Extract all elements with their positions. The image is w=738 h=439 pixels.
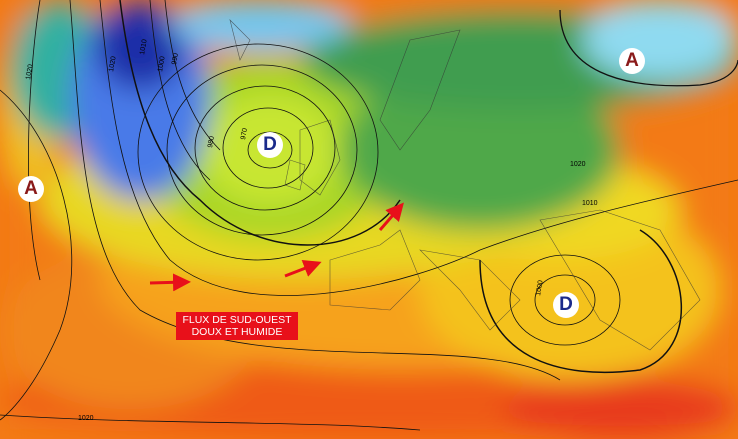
svg-text:1020: 1020 xyxy=(25,64,35,81)
high-pressure-center: A xyxy=(18,176,44,202)
svg-text:1020: 1020 xyxy=(570,161,586,168)
coastlines xyxy=(229,19,701,351)
svg-text:980: 980 xyxy=(207,136,216,149)
isobar-labels: 1020 1020 1010 1000 990 980 970 1020 101… xyxy=(25,39,598,422)
low-pressure-center: D xyxy=(257,132,283,158)
svg-text:970: 970 xyxy=(240,128,249,141)
flow-arrow xyxy=(284,259,322,278)
svg-text:1020: 1020 xyxy=(108,56,118,73)
svg-text:1010: 1010 xyxy=(139,39,149,56)
high-pressure-center: A xyxy=(619,48,645,74)
svg-text:1010: 1010 xyxy=(582,200,598,207)
annotation-line-1: FLUX DE SUD-OUEST xyxy=(182,314,292,326)
annotation-line-2: DOUX ET HUMIDE xyxy=(191,326,283,338)
svg-text:1000: 1000 xyxy=(535,280,545,297)
flow-arrow xyxy=(149,273,191,292)
flow-arrows xyxy=(149,202,404,292)
svg-text:1020: 1020 xyxy=(78,415,94,422)
flow-arrow xyxy=(378,202,404,231)
flow-annotation-banner: FLUX DE SUD-OUEST DOUX ET HUMIDE xyxy=(176,312,298,340)
svg-text:990: 990 xyxy=(171,53,180,66)
svg-text:1000: 1000 xyxy=(157,56,167,73)
low-pressure-center: D xyxy=(553,292,579,318)
